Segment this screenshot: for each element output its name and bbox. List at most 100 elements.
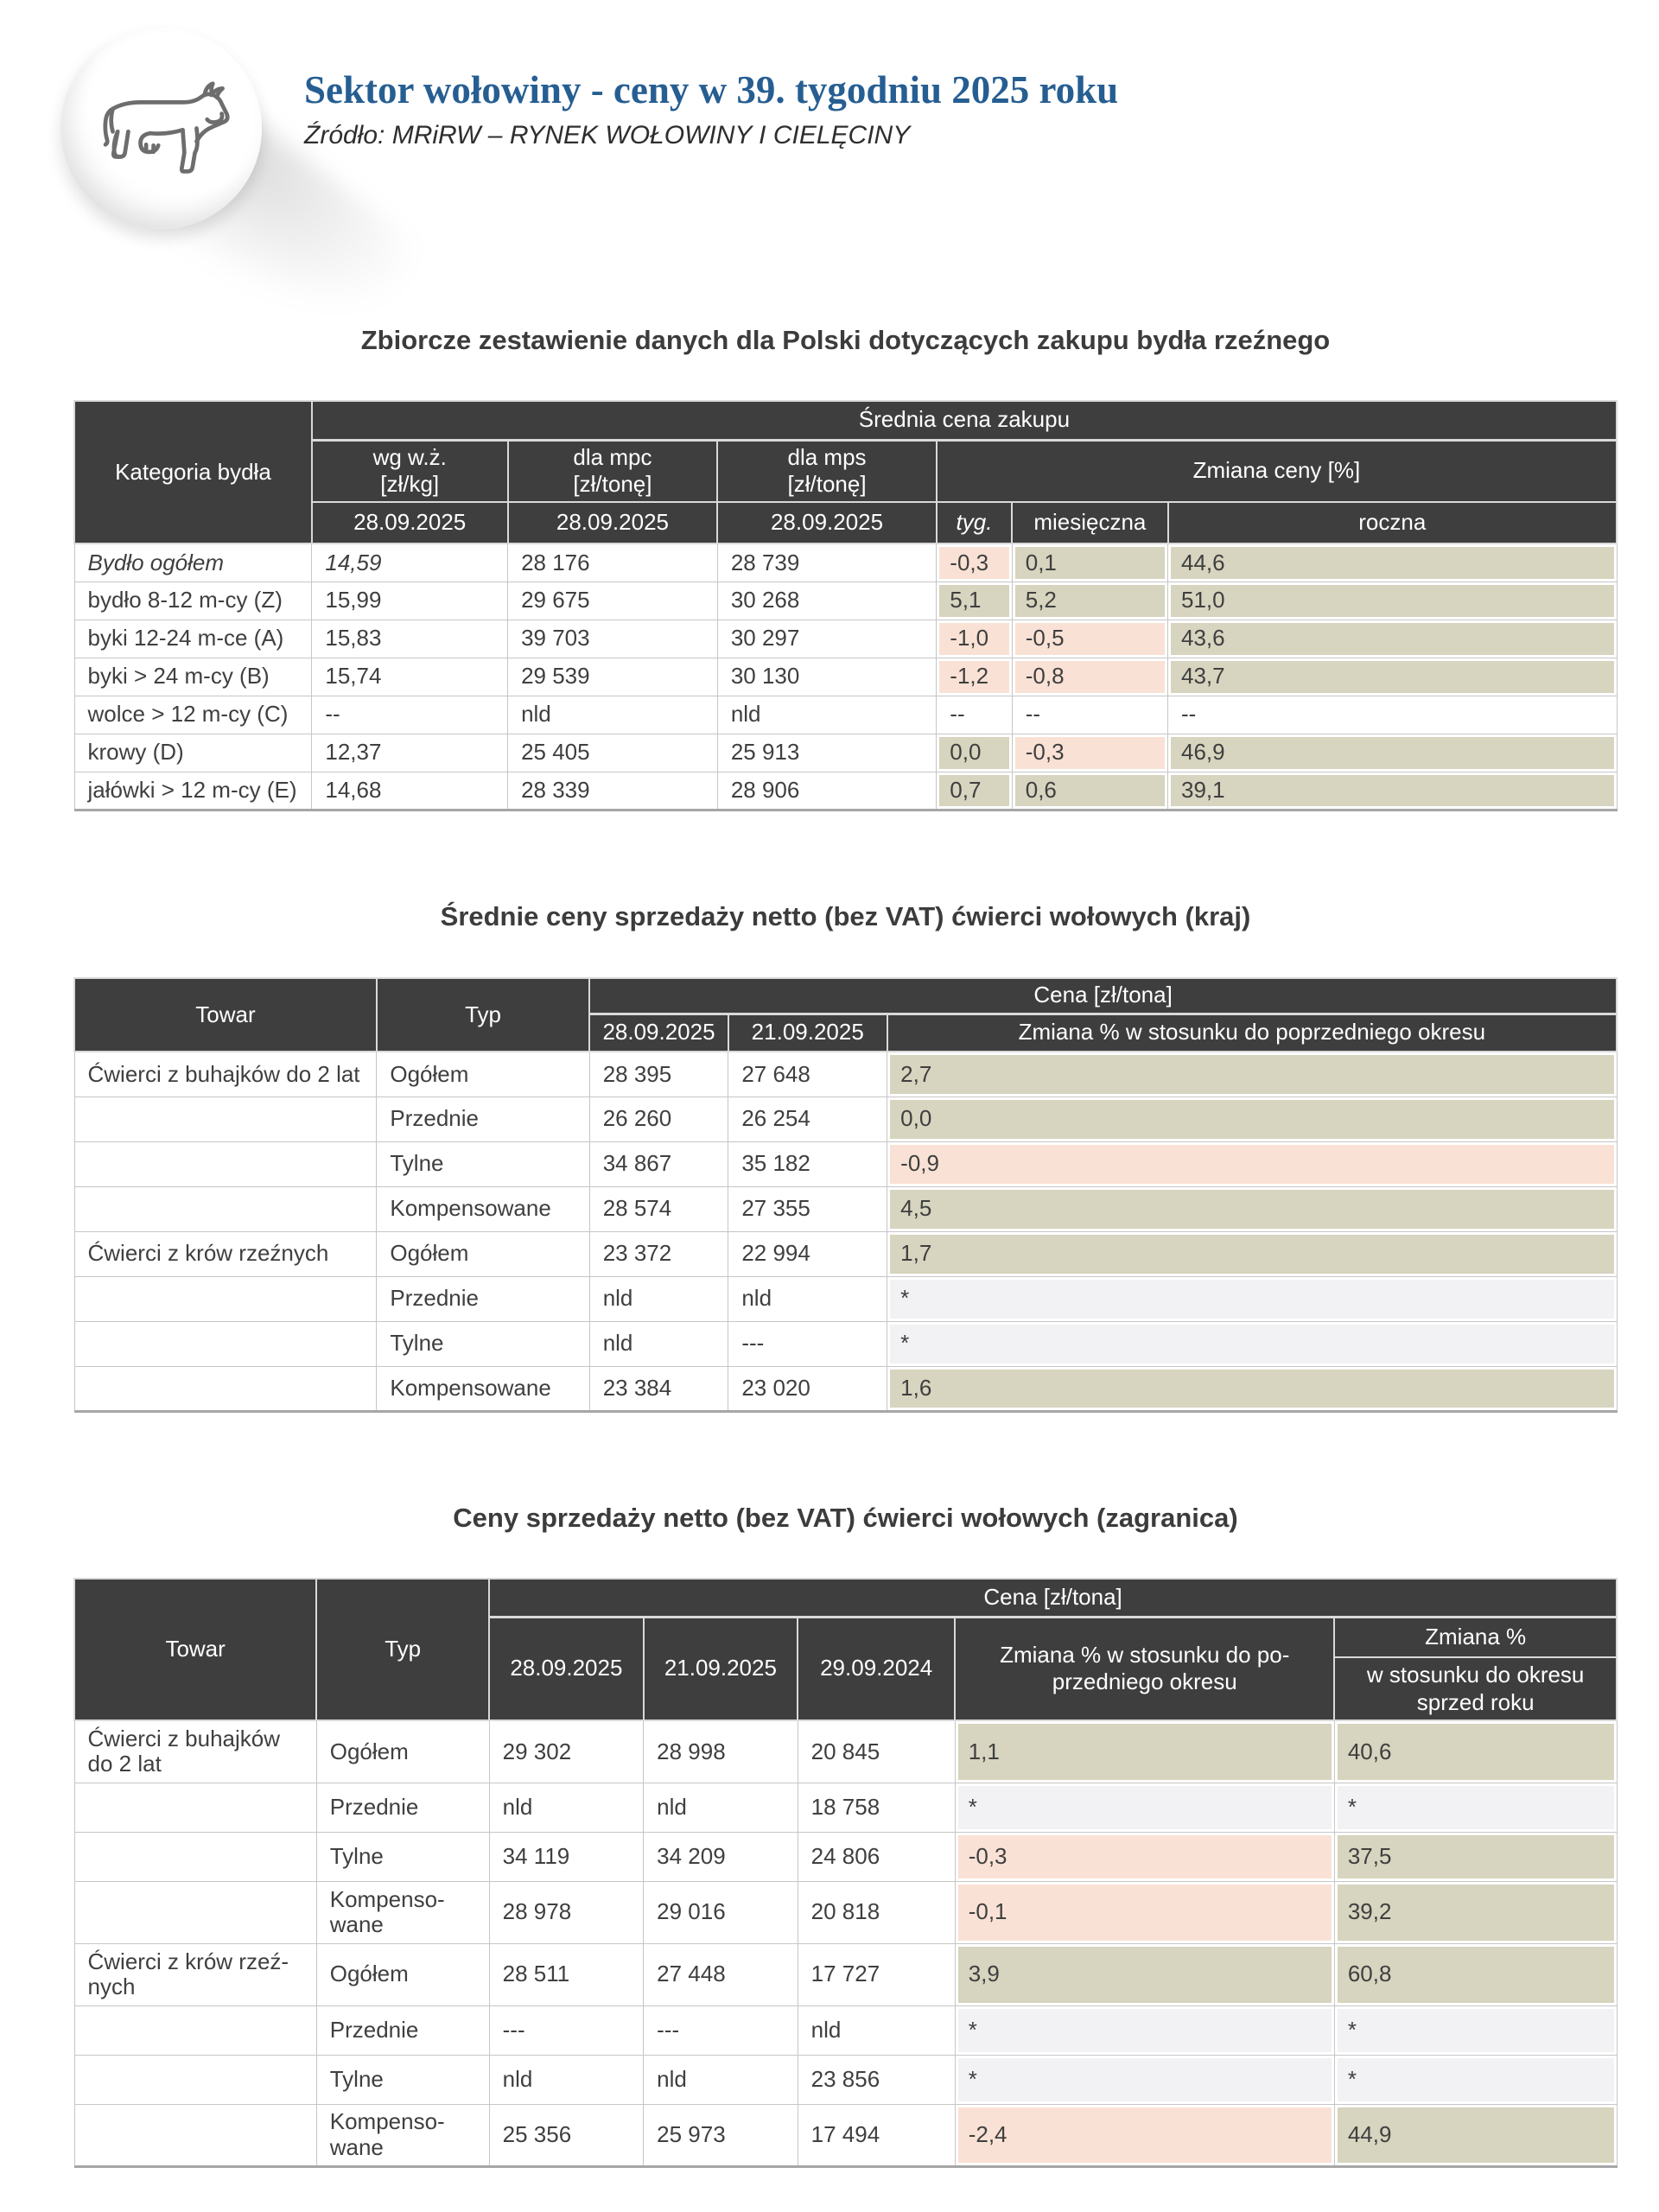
col-header-date-previous: 21.09.2025	[642, 1616, 799, 1721]
col-header-date-previous: 21.09.2025	[727, 1013, 888, 1052]
price-cell: 14,68	[311, 771, 509, 811]
typ-cell: Kompensowane	[376, 1365, 590, 1413]
price-cell: nld	[643, 2054, 798, 2105]
change-cell: 43,6	[1167, 619, 1618, 658]
change-cell: 4,5	[887, 1185, 1618, 1232]
price-cell: 15,74	[311, 657, 509, 696]
towar-cell: Ćwierci z buhajków do 2 lat	[73, 1051, 378, 1097]
towar-cell	[73, 1320, 378, 1367]
change-cell: 5,2	[1011, 581, 1169, 620]
change-cell: -0,3	[936, 543, 1013, 582]
price-cell: nld	[488, 1782, 645, 1833]
category-cell: krowy (D)	[73, 733, 313, 772]
section-title-foreign: Ceny sprzedaży netto (bez VAT) ćwierci w…	[453, 1503, 1238, 1533]
typ-cell: Tylne	[376, 1320, 590, 1367]
price-cell: 28 906	[716, 771, 938, 811]
col-header-category: Kategoria bydła	[73, 400, 313, 544]
price-cell: 28 176	[507, 543, 718, 582]
change-cell: 51,0	[1167, 581, 1618, 620]
towar-cell	[73, 1880, 317, 1944]
table-row: Ćwierci z krów rzeźnych Ogółem 23 372 22 99…	[73, 1230, 1618, 1277]
col-header-mps: dla mps [zł/tonę]	[716, 439, 938, 503]
col-header-typ: Typ	[375, 977, 591, 1052]
foreign-table-body: Ćwierci z buhajków do 2 lat Ogółem 29 302 2…	[73, 1719, 1618, 2168]
change-cell: *	[1333, 2005, 1618, 2056]
price-cell: nld	[588, 1320, 729, 1367]
change-cell: -0,3	[954, 1831, 1335, 1882]
summary-table: Kategoria bydła Średnia cena zakupu wg w…	[73, 400, 1618, 811]
price-cell: ---	[643, 2005, 798, 2056]
table-row: bydło 8-12 m-cy (Z) 15,99 29 675 30 268 5,1 5…	[73, 581, 1618, 620]
table-row: Ćwierci z krów rzeź- nych Ogółem 28 511 27 …	[73, 1942, 1618, 2006]
towar-cell: Ćwierci z buhajków do 2 lat	[73, 1719, 317, 1783]
price-cell: 28 739	[716, 543, 938, 582]
col-header-date-2: 28.09.2025	[506, 501, 719, 544]
price-cell: 34 209	[643, 1831, 798, 1882]
typ-cell: Tylne	[376, 1141, 590, 1187]
table-row: Przednie 26 260 26 254 0,0	[73, 1096, 1618, 1142]
towar-cell	[73, 1831, 317, 1882]
col-header-liveweight: wg w.ż. [zł/kg]	[310, 439, 509, 503]
price-cell: ---	[488, 2005, 645, 2056]
table-row: Tylne nld --- *	[73, 1320, 1618, 1367]
logo-badge	[60, 28, 262, 229]
change-cell: *	[1333, 1782, 1618, 1833]
category-cell: byki 12-24 m-ce (A)	[73, 619, 313, 658]
table-row: Kompensowane 23 384 23 020 1,6	[73, 1365, 1618, 1413]
change-cell: *	[954, 1782, 1335, 1833]
change-cell: -0,1	[954, 1880, 1335, 1944]
typ-cell: Przednie	[376, 1275, 590, 1322]
table-row: Tylne nld nld 23 856 * *	[73, 2054, 1618, 2105]
typ-cell: Przednie	[376, 1096, 590, 1142]
price-cell: ---	[728, 1320, 888, 1367]
table-row: Tylne 34 867 35 182 -0,9	[73, 1141, 1618, 1187]
change-cell: *	[954, 2054, 1335, 2105]
typ-cell: Przednie	[315, 2005, 490, 2056]
change-cell: 40,6	[1333, 1719, 1618, 1783]
price-cell: 25 356	[488, 2103, 645, 2168]
col-header-date-yearago: 29.09.2024	[797, 1616, 957, 1721]
change-cell: *	[887, 1275, 1618, 1322]
change-cell: 44,6	[1167, 543, 1618, 582]
table-row: jałówki > 12 m-cy (E) 14,68 28 339 28 906 0,…	[73, 771, 1618, 811]
category-cell: jałówki > 12 m-cy (E)	[73, 771, 313, 811]
domestic-quarters-table: Towar Typ Cena [zł/tona] 28.09.2025 21.0…	[73, 977, 1618, 1413]
price-cell: 26 260	[588, 1096, 729, 1142]
col-header-mpc: dla mpc [zł/tonę]	[506, 439, 719, 503]
price-cell: nld	[507, 695, 718, 734]
change-cell: -0,3	[1011, 733, 1169, 772]
price-cell: 35 182	[728, 1141, 888, 1187]
change-cell: 37,5	[1333, 1831, 1618, 1882]
price-cell: 28 511	[488, 1942, 645, 2006]
change-cell: *	[1333, 2054, 1618, 2105]
table-row: Kompenso- wane 25 356 25 973 17 494 -2,4 44,9	[73, 2103, 1618, 2168]
col-header-towar: Towar	[73, 1578, 318, 1721]
towar-cell	[73, 1096, 378, 1142]
price-cell: 17 727	[797, 1942, 956, 2006]
change-cell: 39,2	[1333, 1880, 1618, 1944]
change-cell: -0,8	[1011, 657, 1169, 696]
change-cell: 1,6	[887, 1365, 1618, 1413]
col-header-change-year-label: Zmiana %	[1333, 1616, 1618, 1658]
col-header-monthly: miesięczna	[1011, 501, 1169, 544]
price-cell: 34 119	[488, 1831, 645, 1882]
price-cell: 30 130	[716, 657, 938, 696]
price-cell: 15,83	[311, 619, 509, 658]
change-cell: 3,9	[954, 1942, 1335, 2006]
price-cell: 23 856	[797, 2054, 956, 2105]
table-row: byki 12-24 m-ce (A) 15,83 39 703 30 297 -1,0…	[73, 619, 1618, 658]
col-header-change-prev: Zmiana % w stosunku do po- przedniego ok…	[954, 1616, 1336, 1721]
towar-cell	[73, 1185, 378, 1232]
change-cell: 1,1	[954, 1719, 1335, 1783]
price-cell: 25 405	[507, 733, 718, 772]
price-cell: 28 339	[507, 771, 718, 811]
price-cell: 22 994	[728, 1230, 888, 1277]
price-cell: 27 648	[728, 1051, 888, 1097]
col-header-weekly: tyg.	[935, 501, 1014, 544]
price-cell: 30 297	[716, 619, 938, 658]
domestic-table-body: Ćwierci z buhajków do 2 lat Ogółem 28 395 2…	[73, 1051, 1618, 1413]
price-cell: 25 913	[716, 733, 938, 772]
col-header-yearly: roczna	[1166, 501, 1618, 544]
col-header-date-current: 28.09.2025	[488, 1616, 645, 1721]
